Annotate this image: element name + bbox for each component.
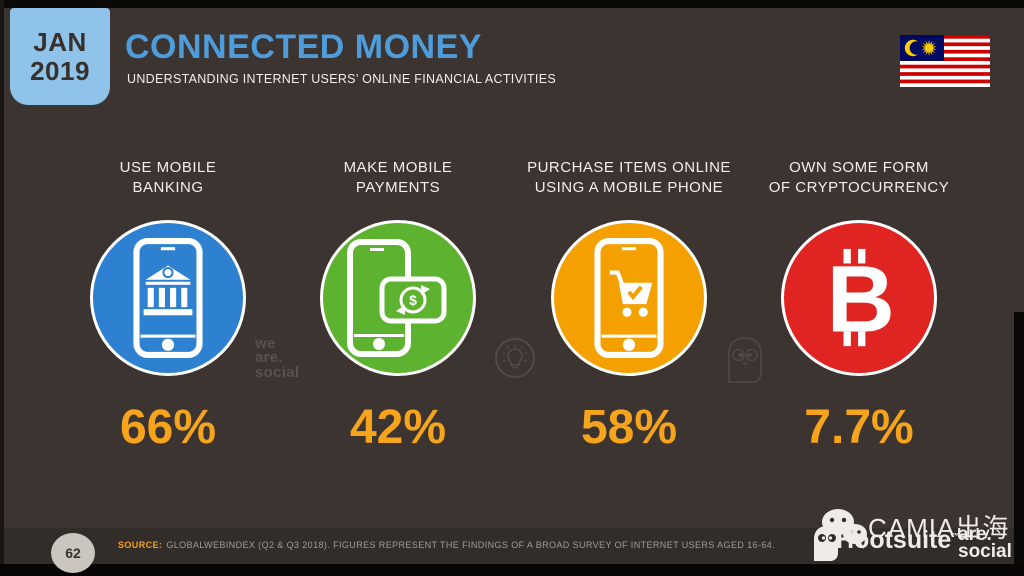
we-are-social-watermark: we are. social (255, 335, 300, 381)
stat-column-mobile-banking: USE MOBILE BANKING 66% (53, 158, 283, 455)
mobile-payments-icon: $ (320, 220, 476, 376)
page-number: 62 (65, 545, 81, 561)
top-black-edge (0, 0, 1024, 8)
trademark-symbol: ™ (951, 531, 960, 541)
mobile-banking-icon (90, 220, 246, 376)
stat-value: 66% (119, 401, 217, 454)
stat-column-cryptocurrency: OWN SOME FORM OF CRYPTOCURRENCY B 7.7% (744, 158, 974, 455)
stat-label: USE MOBILE BANKING (119, 159, 217, 196)
page-title: CONNECTED MONEY (125, 28, 482, 66)
stat-label: OWN SOME FORM OF CRYPTOCURRENCY (768, 159, 950, 196)
source-line: SOURCE: GLOBALWEBINDEX (Q2 & Q3 2018). FI… (118, 540, 775, 550)
hootsuite-owl-outline-icon (728, 337, 762, 383)
left-black-edge (0, 0, 4, 576)
stat-label: MAKE MOBILE PAYMENTS (343, 159, 453, 196)
page-number-badge: 62 (51, 533, 95, 573)
date-badge: JAN 2019 (10, 8, 110, 105)
hootsuite-owl-icon (814, 526, 838, 561)
we-are-social-logo-text: are. social (958, 524, 1012, 563)
date-year: 2019 (30, 55, 90, 86)
hootsuite-wordmark: Hootsuite (836, 526, 952, 554)
stat-label: PURCHASE ITEMS ONLINE USING A MOBILE PHO… (527, 159, 731, 196)
bitcoin-icon: B (781, 220, 937, 376)
stat-column-mobile-shopping: PURCHASE ITEMS ONLINE USING A MOBILE PHO… (514, 158, 744, 455)
stat-value: 42% (349, 401, 447, 454)
svg-text:$: $ (409, 292, 417, 308)
stat-value: 58% (580, 401, 678, 454)
right-black-edge (1014, 312, 1024, 576)
hootsuite-logo-text: Hootsuite™ (836, 526, 959, 555)
lightbulb-circle-icon (495, 338, 535, 378)
stat-column-mobile-payments: MAKE MOBILE PAYMENTS $ 42% (283, 158, 513, 455)
malaysia-flag-icon (900, 35, 990, 87)
stat-value: 7.7% (804, 401, 914, 454)
page-subtitle: UNDERSTANDING INTERNET USERS’ ONLINE FIN… (127, 72, 556, 86)
bottom-black-edge (0, 564, 1024, 576)
source-text: GLOBALWEBINDEX (Q2 & Q3 2018). FIGURES R… (166, 540, 776, 550)
date-month: JAN (33, 27, 87, 58)
camia-logo-text: CAMIA出海 (868, 513, 1010, 543)
mobile-shopping-icon (551, 220, 707, 376)
footer-logos: CAMIA出海 Hootsuite™ are. social (810, 500, 1020, 572)
source-label: SOURCE: (118, 540, 163, 550)
